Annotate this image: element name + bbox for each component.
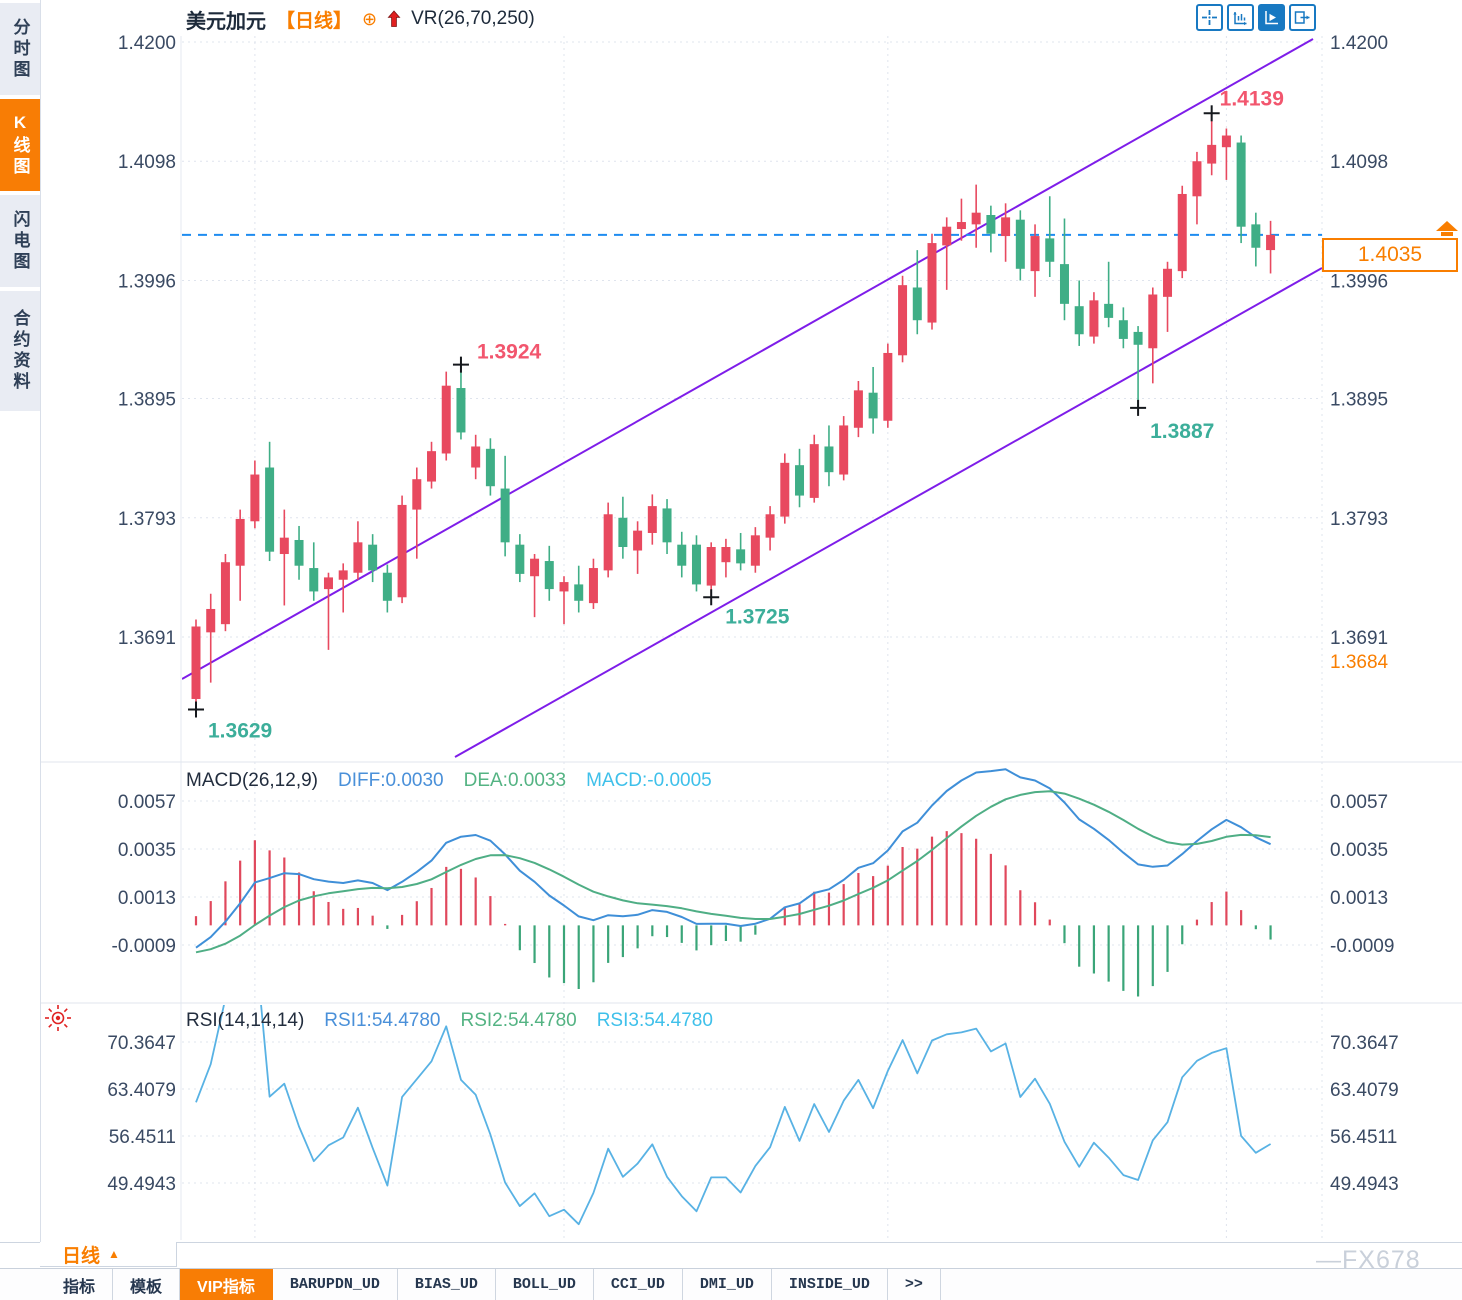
svg-text:56.4511: 56.4511 [109, 1127, 176, 1148]
sidebar-tab-2[interactable]: 闪电图 [0, 195, 40, 287]
rsi-series [195, 1005, 1272, 1226]
current-price-badge: 1.4035 [1322, 238, 1458, 272]
price-alert-arrow-icon [1436, 221, 1458, 231]
rsi-header: RSI(14,14,14) RSI1:54.4780 RSI2:54.4780 … [186, 1010, 713, 1032]
up-arrow-icon [387, 10, 401, 28]
time-axis-row: 2025/11/06 星期四 5/11 2025/082025/092025/1… [0, 1242, 1462, 1268]
indicator-tab-bar: 指标 模板 VIP指标 BARUPDN_UD BIAS_UD BOLL_UD CCI_UD D… [0, 1268, 1462, 1300]
svg-text:1.3996: 1.3996 [118, 271, 176, 292]
svg-text:0.0035: 0.0035 [1330, 840, 1388, 861]
svg-text:49.4943: 49.4943 [107, 1174, 176, 1195]
svg-text:0.0013: 0.0013 [118, 888, 176, 909]
rsi3-value: RSI3:54.4780 [596, 1010, 713, 1031]
grid-lines [40, 36, 1462, 1240]
swing-label-1.4139: 1.4139 [1220, 87, 1284, 110]
swing-label-1.3924: 1.3924 [477, 341, 542, 364]
svg-text:1.3793: 1.3793 [118, 509, 176, 530]
bottom-tab-CCI_UD[interactable]: CCI_UD [594, 1269, 683, 1300]
macd-name: MACD(26,12,9) [186, 770, 318, 791]
rsi-name: RSI(14,14,14) [186, 1010, 305, 1031]
trend-channel-upper [182, 38, 1314, 680]
overlay-indicator-label: VR(26,70,250) [411, 8, 535, 29]
bottom-tab-DMI_UD[interactable]: DMI_UD [683, 1269, 772, 1300]
svg-text:1.3793: 1.3793 [1330, 509, 1388, 530]
macd-dea-line [195, 790, 1271, 954]
macd-dea-value: DEA:0.0033 [463, 770, 567, 791]
period-dropdown-label: 日线 [62, 1245, 101, 1267]
trend-channel-lower [454, 267, 1322, 758]
svg-text:1.3684: 1.3684 [1330, 652, 1389, 673]
candlestick-series [191, 113, 1276, 710]
svg-text:49.4943: 49.4943 [1330, 1174, 1399, 1195]
svg-text:-0.0009: -0.0009 [1330, 936, 1394, 957]
pan-right-tool-icon[interactable] [1289, 4, 1316, 31]
add-indicator-icon[interactable]: ⊕ [362, 9, 378, 29]
axis-scale-tool-icon[interactable] [1227, 4, 1254, 31]
rsi-line [195, 1005, 1272, 1226]
svg-text:0.0013: 0.0013 [1330, 888, 1388, 909]
period-label: 【日线】 [276, 10, 353, 32]
sidebar-tab-3[interactable]: 合约资料 [0, 291, 40, 411]
svg-text:1.3895: 1.3895 [118, 390, 176, 411]
svg-text:1.4200: 1.4200 [118, 33, 176, 54]
sidebar-tab-1[interactable]: K线图 [0, 99, 40, 191]
symbol-title: 美元加元 [186, 10, 266, 33]
axis-tick-labels: 1.4200 1.4200 1.4098 1.4098 1.3996 1.3996 1.38… [107, 33, 1398, 1195]
price-alert-arrow-base [1441, 232, 1453, 236]
chart-title-bar: 美元加元 【日线】 ⊕ VR(26,70,250) [186, 5, 535, 33]
bottom-tab-BARUPDN_UD[interactable]: BARUPDN_UD [273, 1269, 398, 1300]
svg-text:1.3996: 1.3996 [1330, 271, 1388, 292]
bottom-tab-VIP-[interactable]: VIP指标 [180, 1269, 273, 1300]
bottom-tab-BIAS_UD[interactable]: BIAS_UD [398, 1269, 496, 1300]
chart-type-sidebar: 分时图 K线图 闪电图 合约资料 [0, 0, 41, 1242]
svg-text:63.4079: 63.4079 [1330, 1080, 1399, 1101]
svg-text:1.3895: 1.3895 [1330, 390, 1388, 411]
sidebar-tab-0[interactable]: 分时图 [0, 3, 40, 95]
svg-text:-0.0009: -0.0009 [112, 936, 176, 957]
swing-label-1.3887: 1.3887 [1150, 420, 1214, 443]
svg-text:56.4511: 56.4511 [1330, 1127, 1397, 1148]
svg-text:63.4079: 63.4079 [107, 1080, 176, 1101]
bottom-tab--[interactable]: 指标 [46, 1269, 114, 1300]
rsi1-value: RSI1:54.4780 [324, 1010, 441, 1031]
bottom-tab--[interactable]: 模板 [113, 1269, 181, 1300]
price-panel [182, 38, 1322, 758]
macd-hist-value: MACD:-0.0005 [586, 770, 712, 791]
swing-label-1.3629: 1.3629 [208, 719, 272, 742]
crosshair-tool-icon[interactable] [1196, 4, 1223, 31]
svg-text:1.3691: 1.3691 [1330, 628, 1388, 649]
bottom-tab-BOLL_UD[interactable]: BOLL_UD [496, 1269, 594, 1300]
macd-diff-value: DIFF:0.0030 [338, 770, 444, 791]
svg-text:0.0057: 0.0057 [118, 792, 176, 813]
period-dropdown-button[interactable]: 日线 ▲ [40, 1242, 177, 1267]
macd-diff-line [195, 768, 1272, 949]
auto-scale-tool-icon[interactable] [1258, 4, 1285, 31]
svg-text:1.4098: 1.4098 [118, 152, 176, 173]
rsi2-value: RSI2:54.4780 [460, 1010, 577, 1031]
svg-text:70.3647: 70.3647 [107, 1033, 176, 1054]
period-dropdown-arrow-icon: ▲ [108, 1247, 120, 1261]
alert-sun-icon[interactable] [45, 1005, 71, 1031]
swing-annotations: 1.3629 1.3924 1.3725 1.3887 1.4139 [188, 87, 1284, 742]
svg-text:70.3647: 70.3647 [1330, 1033, 1399, 1054]
bottom-tab->>[interactable]: >> [888, 1269, 941, 1300]
current-price-value: 1.4035 [1357, 243, 1423, 266]
svg-text:1.4098: 1.4098 [1330, 152, 1388, 173]
swing-label-1.3725: 1.3725 [725, 605, 790, 628]
chart-toolbar [1196, 4, 1316, 31]
svg-text:1.4200: 1.4200 [1330, 33, 1388, 54]
svg-text:1.3691: 1.3691 [118, 628, 176, 649]
svg-text:0.0057: 0.0057 [1330, 792, 1388, 813]
macd-header: MACD(26,12,9) DIFF:0.0030 DEA:0.0033 MAC… [186, 770, 712, 792]
bottom-tab-INSIDE_UD[interactable]: INSIDE_UD [772, 1269, 888, 1300]
macd-series [194, 768, 1272, 997]
svg-text:0.0035: 0.0035 [118, 840, 176, 861]
